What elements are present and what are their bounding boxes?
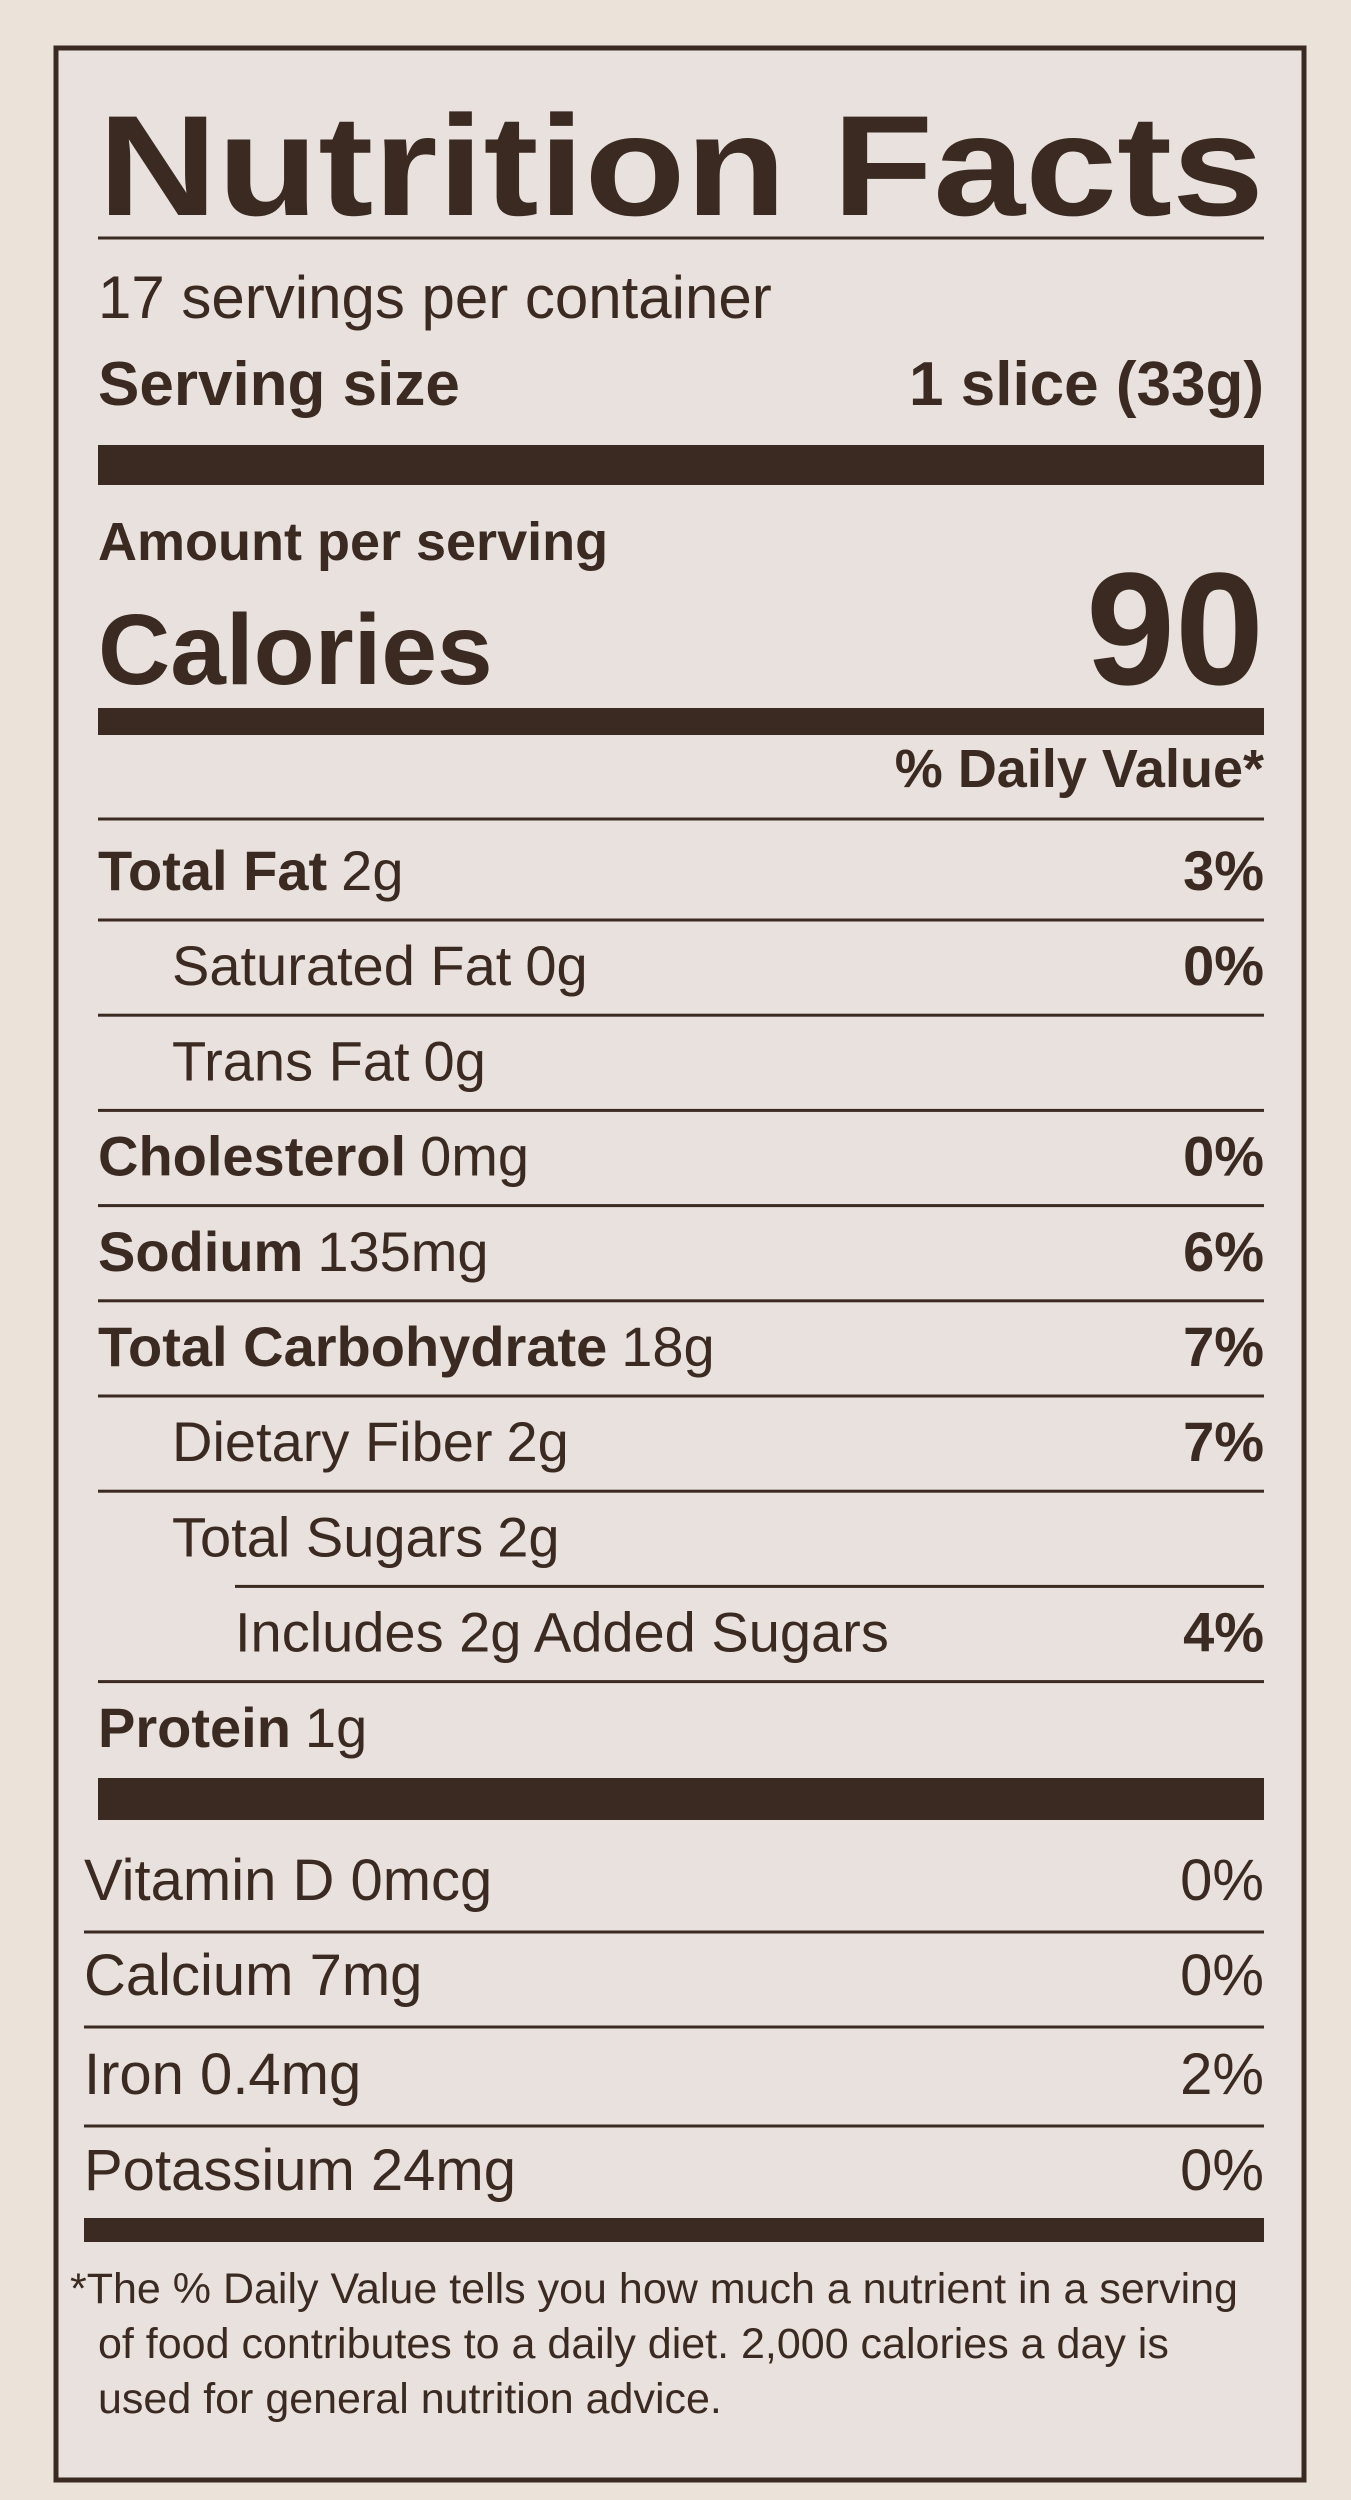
nutrient-amount: 1g (305, 1696, 367, 1759)
nutrient-dv: 7% (1183, 1410, 1264, 1473)
nutrient-row: Total Fat 2g (98, 839, 403, 902)
vitamin-name: Iron 0.4mg (84, 2042, 361, 2107)
calories-value: 90 (1086, 539, 1264, 718)
vitamin-dv: 0% (1180, 1943, 1264, 2008)
nutrient-amount: 2g (507, 1410, 569, 1473)
rule (98, 1299, 1264, 1303)
daily-value-header: % Daily Value* (895, 739, 1264, 799)
rule (98, 1394, 1264, 1398)
vitamin-name: Potassium 24mg (84, 2138, 516, 2203)
nutrient-dv: 6% (1183, 1220, 1264, 1283)
amount-per-serving: Amount per serving (98, 512, 608, 572)
rule (235, 1584, 1264, 1588)
nutrient-row: Total Carbohydrate 18g (98, 1315, 715, 1378)
nutrient-row: Total Sugars 2g (172, 1505, 560, 1568)
nutrient-name: Dietary Fiber (172, 1410, 493, 1473)
rule (84, 2124, 1264, 2128)
nutrient-row: Cholesterol 0mg (98, 1125, 529, 1188)
vitamin-name: Calcium 7mg (84, 1943, 422, 2008)
nutrient-row: Saturated Fat 0g (172, 934, 588, 997)
rule (98, 1204, 1264, 1208)
nutrient-name: Cholesterol (98, 1125, 406, 1188)
rule (98, 1013, 1264, 1017)
nutrient-row: Protein 1g (98, 1696, 367, 1759)
nutrient-dv: 4% (1183, 1601, 1264, 1664)
rule (98, 1108, 1264, 1112)
nutrient-name: Total Sugars (172, 1505, 483, 1568)
servings: 17 servings per container (98, 264, 772, 331)
rule (98, 817, 1264, 821)
vitamin-dv: 0% (1180, 2138, 1264, 2203)
nutrient-name: Total Carbohydrate (98, 1315, 607, 1378)
thick-bar (98, 1778, 1264, 1820)
nutrient-amount: 0g (525, 934, 587, 997)
thick-bar (98, 445, 1264, 485)
rule (98, 1489, 1264, 1493)
nutrient-row: Sodium 135mg (98, 1220, 489, 1283)
nutrient-row: Trans Fat 0g (172, 1029, 486, 1092)
nutrient-dv: 7% (1183, 1315, 1264, 1378)
nutrient-dv: 0% (1183, 934, 1264, 997)
nutrient-name: Sodium (98, 1220, 303, 1283)
calories-label: Calories (98, 594, 493, 706)
vitamin-dv: 2% (1180, 2042, 1264, 2107)
nutrient-amount: 18g (621, 1315, 714, 1378)
nutrient-amount: 0g (424, 1029, 486, 1092)
nutrient-amount: 135mg (317, 1220, 488, 1283)
title: Nutrition Facts (98, 87, 1264, 246)
thick-bar (98, 708, 1264, 735)
thick-bar (84, 2218, 1264, 2242)
rule (98, 1680, 1264, 1684)
rule (98, 236, 1264, 240)
nutrient-amount: 0mg (420, 1125, 529, 1188)
serving-size-label: Serving size (98, 350, 460, 419)
nutrient-row: Includes 2g Added Sugars (235, 1601, 889, 1664)
vitamin-name: Vitamin D 0mcg (84, 1848, 492, 1913)
nutrient-name: Trans Fat (172, 1029, 410, 1092)
rule (84, 2025, 1264, 2029)
nutrient-amount: 2g (341, 839, 403, 902)
rule (84, 1930, 1264, 1934)
nutrient-name: Includes 2g Added Sugars (235, 1601, 889, 1664)
nutrient-dv: 0% (1183, 1125, 1264, 1188)
nutrient-name: Total Fat (98, 839, 327, 902)
footnote: *The % Daily Value tells you how much a … (70, 2265, 1238, 2423)
nutrient-name: Protein (98, 1696, 291, 1759)
vitamin-dv: 0% (1180, 1848, 1264, 1913)
nutrient-row: Dietary Fiber 2g (172, 1410, 569, 1473)
serving-size-value: 1 slice (33g) (909, 350, 1264, 419)
nutrient-name: Saturated Fat (172, 934, 512, 997)
rule (98, 918, 1264, 922)
nutrient-dv: 3% (1183, 839, 1264, 902)
nutrient-amount: 2g (497, 1505, 559, 1568)
